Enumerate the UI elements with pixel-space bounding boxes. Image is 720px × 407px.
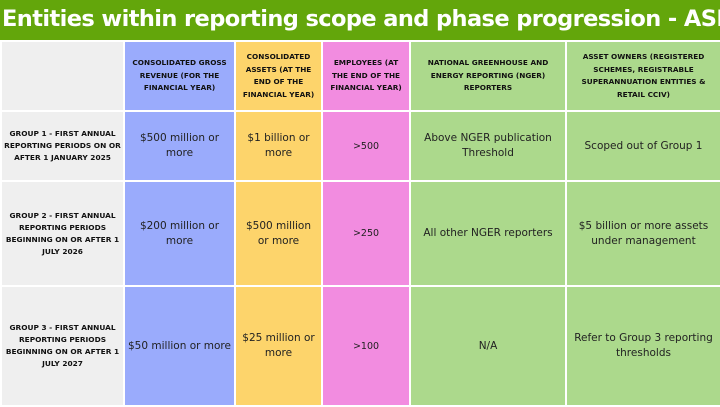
header-assets: CONSOLIDATED ASSETS (AT THE END OF THE F…: [234, 40, 323, 112]
asset-owners-cell: $5 billion or more assets under manageme…: [565, 180, 720, 287]
employees-cell: >250: [321, 180, 411, 287]
header-asset-owners: ASSET OWNERS (REGISTERED SCHEMES, REGIST…: [565, 40, 720, 112]
asset-owners-cell: Refer to Group 3 reporting thresholds: [565, 285, 720, 407]
header-employees: EMPLOYEES (AT THE END OF THE FINANCIAL Y…: [321, 40, 411, 112]
group-label: GROUP 1 - FIRST ANNUAL REPORTING PERIODS…: [0, 110, 125, 182]
group-label: GROUP 3 - FIRST ANNUAL REPORTING PERIODS…: [0, 285, 125, 407]
table-row: GROUP 3 - FIRST ANNUAL REPORTING PERIODS…: [0, 285, 720, 407]
assets-cell: $1 billion or more: [234, 110, 323, 182]
header-row: CONSOLIDATED GROSS REVENUE (FOR THE FINA…: [0, 40, 720, 112]
nger-cell: N/A: [409, 285, 567, 407]
table-row: GROUP 1 - FIRST ANNUAL REPORTING PERIODS…: [0, 110, 720, 182]
assets-cell: $25 million or more: [234, 285, 323, 407]
employees-cell: >100: [321, 285, 411, 407]
header-nger: NATIONAL GREENHOUSE AND ENERGY REPORTING…: [409, 40, 567, 112]
revenue-cell: $200 million or more: [123, 180, 236, 287]
revenue-cell: $50 million or more: [123, 285, 236, 407]
nger-cell: Above NGER publication Threshold: [409, 110, 567, 182]
assets-cell: $500 million or more: [234, 180, 323, 287]
employees-cell: >500: [321, 110, 411, 182]
revenue-cell: $500 million or more: [123, 110, 236, 182]
page-title: Entities within reporting scope and phas…: [0, 0, 720, 40]
group-label: GROUP 2 - FIRST ANNUAL REPORTING PERIODS…: [0, 180, 125, 287]
asset-owners-cell: Scoped out of Group 1: [565, 110, 720, 182]
header-revenue: CONSOLIDATED GROSS REVENUE (FOR THE FINA…: [123, 40, 236, 112]
header-blank: [0, 40, 125, 112]
table-row: GROUP 2 - FIRST ANNUAL REPORTING PERIODS…: [0, 180, 720, 287]
scope-table: CONSOLIDATED GROSS REVENUE (FOR THE FINA…: [0, 40, 720, 407]
nger-cell: All other NGER reporters: [409, 180, 567, 287]
